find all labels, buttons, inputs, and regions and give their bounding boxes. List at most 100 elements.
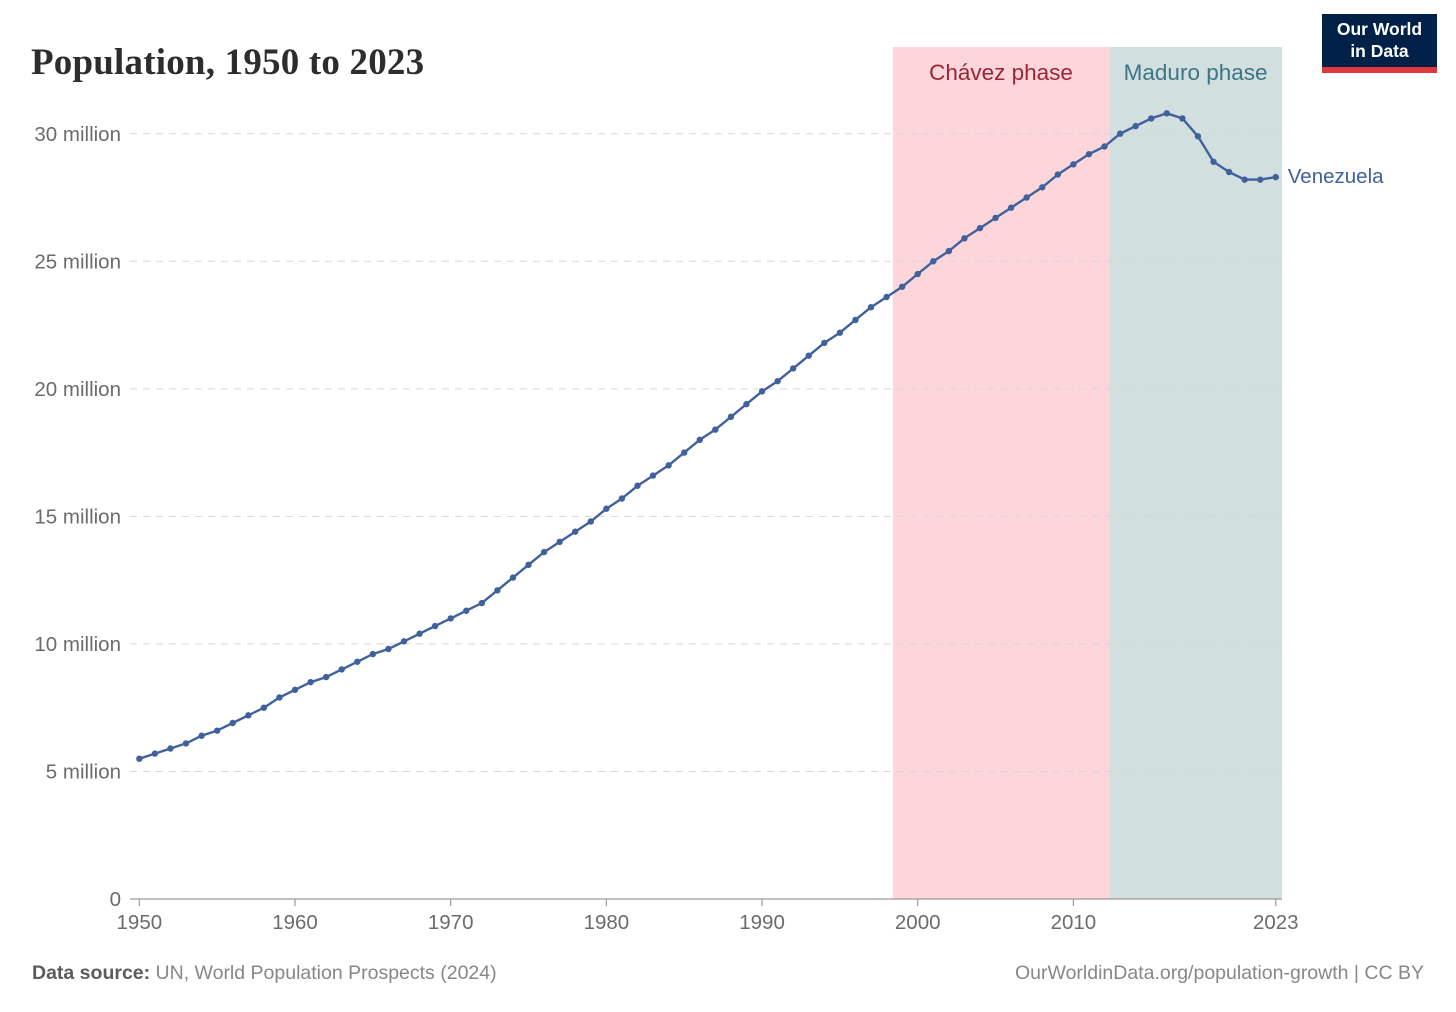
data-point-1959[interactable]	[276, 694, 283, 701]
data-point-1965[interactable]	[369, 650, 377, 658]
x-tick-label-2023: 2023	[1253, 911, 1299, 934]
owid-logo-text: Our World in Data	[1336, 19, 1423, 61]
owid-url-link[interactable]: OurWorldinData.org/population-growth | C…	[1015, 962, 1424, 984]
data-point-2020[interactable]	[1225, 168, 1233, 176]
data-point-1964[interactable]	[354, 658, 361, 665]
data-point-1995[interactable]	[836, 329, 844, 336]
data-point-1963[interactable]	[338, 666, 345, 673]
data-point-1985[interactable]	[681, 449, 688, 456]
y-tick-label-5: 5 million	[46, 761, 121, 784]
data-point-2007[interactable]	[1023, 194, 1030, 201]
data-point-1956[interactable]	[229, 719, 236, 727]
data-point-1969[interactable]	[431, 622, 439, 630]
data-point-1982[interactable]	[634, 482, 641, 489]
data-point-1986[interactable]	[696, 436, 703, 444]
data-point-1958[interactable]	[260, 704, 268, 711]
data-point-1954[interactable]	[198, 732, 205, 739]
data-point-2008[interactable]	[1039, 184, 1046, 191]
data-point-2005[interactable]	[992, 214, 999, 222]
data-point-1980[interactable]	[603, 505, 610, 512]
data-point-1984[interactable]	[665, 462, 672, 469]
data-point-1961[interactable]	[307, 678, 314, 686]
chart-title: Population, 1950 to 2023	[31, 41, 425, 83]
data-point-2018[interactable]	[1194, 133, 1202, 140]
data-point-1988[interactable]	[727, 413, 735, 421]
y-tick-label-15: 15 million	[34, 506, 121, 529]
data-source-text: UN, World Population Prospects (2024)	[150, 962, 497, 984]
data-point-2015[interactable]	[1148, 115, 1155, 122]
x-tick-label-1970: 1970	[428, 911, 474, 934]
y-tick-label-25: 25 million	[34, 250, 121, 273]
data-point-2010[interactable]	[1070, 161, 1077, 168]
data-point-1962[interactable]	[322, 673, 330, 681]
data-point-1977[interactable]	[556, 538, 563, 546]
data-point-1993[interactable]	[805, 352, 812, 359]
data-point-1998[interactable]	[883, 293, 890, 301]
data-source-note: Data source: UN, World Population Prospe…	[32, 962, 497, 985]
data-point-1983[interactable]	[649, 472, 657, 479]
data-point-1966[interactable]	[385, 645, 392, 653]
data-point-2017[interactable]	[1179, 115, 1186, 122]
y-tick-label-20: 20 million	[34, 378, 121, 401]
data-point-1967[interactable]	[400, 638, 408, 645]
phase-band-1	[1109, 47, 1282, 899]
x-tick-label-1980: 1980	[584, 911, 630, 934]
chart-footer: Data source: UN, World Population Prospe…	[0, 962, 1456, 985]
data-point-2000[interactable]	[914, 270, 921, 278]
data-point-1955[interactable]	[213, 727, 221, 734]
data-point-1996[interactable]	[852, 316, 859, 324]
data-point-1992[interactable]	[789, 365, 797, 372]
data-point-2023[interactable]	[1272, 173, 1279, 181]
data-point-2012[interactable]	[1101, 143, 1108, 150]
owid-logo[interactable]: Our World in Data	[1322, 14, 1437, 73]
data-point-2006[interactable]	[1007, 204, 1015, 211]
data-point-2019[interactable]	[1210, 158, 1217, 165]
data-point-1975[interactable]	[525, 561, 532, 569]
data-point-2011[interactable]	[1085, 150, 1093, 158]
data-point-1970[interactable]	[447, 615, 454, 622]
data-point-1957[interactable]	[245, 712, 252, 719]
data-point-1999[interactable]	[898, 283, 906, 290]
data-point-1960[interactable]	[291, 686, 299, 694]
data-point-1976[interactable]	[540, 548, 548, 556]
data-point-1994[interactable]	[821, 339, 828, 347]
data-point-1991[interactable]	[774, 377, 781, 385]
data-point-2002[interactable]	[945, 247, 953, 255]
series-end-label-venezuela[interactable]: Venezuela	[1287, 165, 1384, 189]
y-tick-label-0: 0	[110, 888, 121, 911]
data-point-2021[interactable]	[1241, 176, 1248, 183]
data-point-1950[interactable]	[136, 755, 143, 762]
data-point-1974[interactable]	[509, 574, 517, 581]
data-point-1989[interactable]	[743, 400, 750, 408]
data-point-1973[interactable]	[494, 587, 501, 594]
data-source-label: Data source:	[32, 962, 151, 984]
data-point-1990[interactable]	[758, 388, 766, 395]
data-point-1979[interactable]	[587, 518, 594, 525]
data-point-1972[interactable]	[478, 599, 486, 607]
data-point-1981[interactable]	[618, 495, 626, 502]
data-point-1978[interactable]	[572, 528, 579, 535]
x-tick-label-2000: 2000	[895, 911, 941, 934]
data-point-1953[interactable]	[182, 740, 190, 747]
data-point-2022[interactable]	[1257, 176, 1264, 183]
phase-band-0	[892, 47, 1110, 899]
data-point-2009[interactable]	[1054, 171, 1062, 178]
data-point-1987[interactable]	[712, 426, 719, 433]
data-point-2016[interactable]	[1163, 110, 1171, 117]
data-point-2001[interactable]	[930, 258, 937, 265]
data-point-1997[interactable]	[867, 303, 875, 311]
data-point-1951[interactable]	[151, 750, 159, 757]
x-tick-label-2010: 2010	[1051, 911, 1097, 934]
y-tick-label-10: 10 million	[34, 633, 121, 656]
y-tick-label-30: 30 million	[34, 123, 121, 146]
data-point-2003[interactable]	[961, 235, 968, 242]
data-point-1952[interactable]	[167, 745, 174, 752]
data-point-2004[interactable]	[976, 224, 984, 232]
maduro-phase-label: Maduro phase	[1123, 60, 1268, 85]
data-point-2014[interactable]	[1132, 122, 1139, 130]
data-point-1968[interactable]	[416, 630, 423, 637]
data-point-1971[interactable]	[463, 607, 470, 614]
data-point-2013[interactable]	[1116, 130, 1124, 137]
